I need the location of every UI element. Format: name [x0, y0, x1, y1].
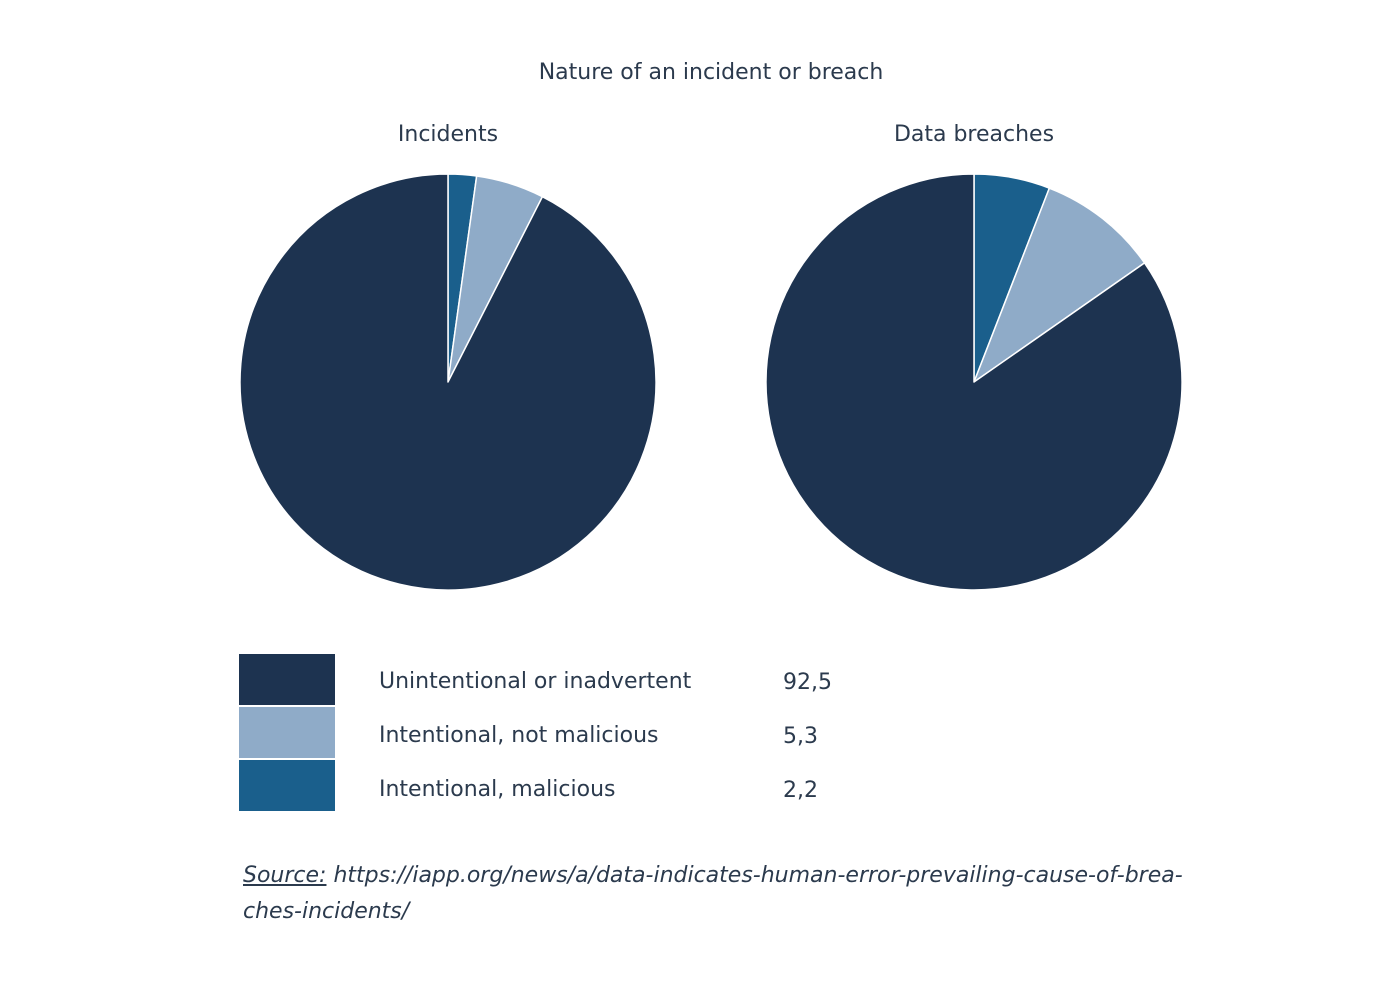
legend-swatch-unintentional — [239, 654, 335, 705]
legend-value-unintentional: 92,5 — [783, 670, 832, 695]
pie-slice-intentional-not-malicious — [973, 187, 1146, 383]
pie-data-breaches — [765, 173, 1183, 591]
legend-label-intentional-not-malicious: Intentional, not malicious — [379, 723, 659, 748]
pie-incidents — [239, 173, 657, 591]
source-label: Source: — [243, 863, 327, 888]
legend: Unintentional or inadvertent 92,5 Intent… — [239, 654, 832, 811]
pie-slice-unintentional-or-inadvertent — [239, 173, 657, 591]
source-url-part-2[interactable]: ches-incidents/ — [243, 899, 410, 924]
legend-value-intentional-malicious: 2,2 — [783, 778, 818, 803]
pie-title-data-breaches: Data breaches — [894, 122, 1054, 147]
legend-label-intentional-malicious: Intentional, malicious — [379, 777, 615, 802]
legend-swatch-intentional-malicious — [239, 760, 335, 811]
source-note: Source: https://iapp.org/news/a/data-ind… — [243, 858, 1203, 930]
chart-title: Nature of an incident or breach — [539, 60, 884, 85]
pie-title-incidents: Incidents — [398, 122, 498, 147]
legend-label-unintentional: Unintentional or inadvertent — [379, 669, 692, 694]
source-url-part-1[interactable]: https://iapp.org/news/a/data-indicates-h… — [333, 863, 1183, 888]
source-line-1: Source: https://iapp.org/news/a/data-ind… — [243, 858, 1203, 894]
legend-value-intentional-not-malicious: 5,3 — [783, 724, 818, 749]
pie-slice-unintentional-or-inadvertent — [765, 173, 1183, 591]
legend-swatch-intentional-not-malicious — [239, 707, 335, 758]
